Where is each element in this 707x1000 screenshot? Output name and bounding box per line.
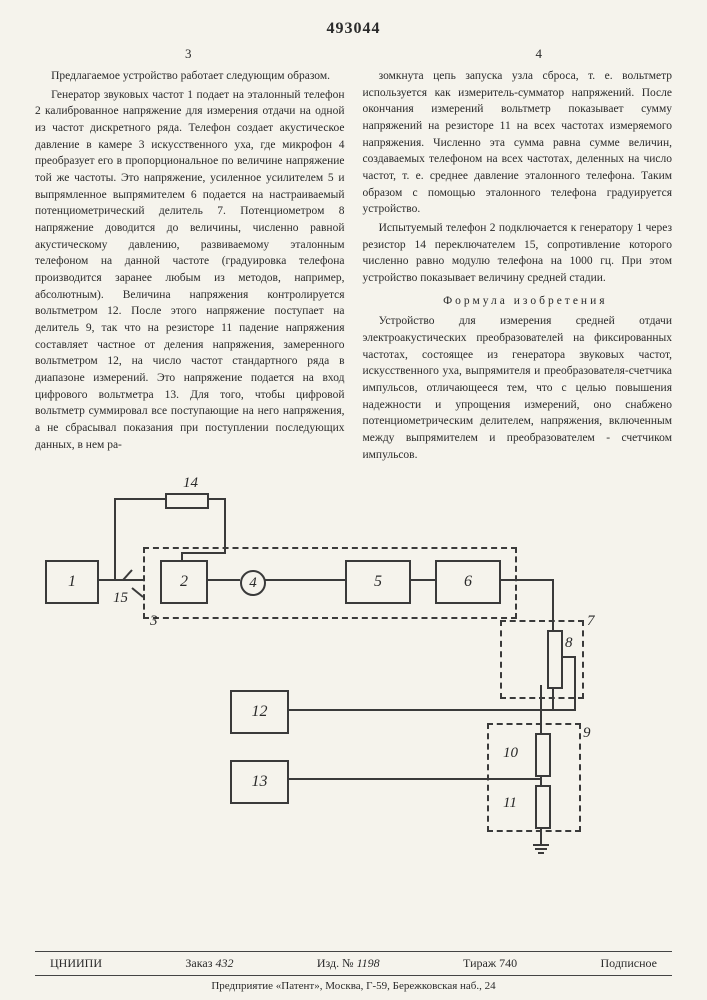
footer-address: Предприятие «Патент», Москва, Г-59, Бере…: [0, 978, 707, 992]
right-para-2: Испытуемый телефон 2 подключается к гене…: [363, 220, 673, 287]
right-col-marker: 4: [536, 46, 543, 62]
footer-org: ЦНИИПИ: [50, 956, 102, 971]
resistor-10: [535, 733, 551, 777]
footer-tirazh: Тираж 740: [463, 956, 517, 971]
footer-izd: Изд. № 1198: [317, 956, 380, 971]
resistor-label-14: 14: [183, 475, 198, 492]
right-para-1: зомкнута цепь запуска узла сброса, т. е.…: [363, 68, 673, 218]
block-13: 13: [230, 760, 289, 804]
right-column: зомкнута цепь запуска узла сброса, т. е.…: [363, 68, 673, 465]
left-para-1: Предлагаемое устройство работает следующ…: [35, 68, 345, 85]
left-column: Предлагаемое устройство работает следующ…: [35, 68, 345, 465]
formula-title: Формула изобретения: [363, 293, 673, 310]
resistor-label-10: 10: [503, 745, 518, 762]
resistor-8: [547, 630, 563, 689]
resistor-14: [165, 493, 209, 509]
patent-number: 493044: [35, 20, 672, 38]
label-9: 9: [583, 725, 591, 742]
left-col-marker: 3: [185, 46, 192, 62]
label-7: 7: [587, 613, 595, 630]
block-6: 6: [435, 560, 501, 604]
circuit-diagram: 124561213148101137915: [35, 475, 672, 875]
resistor-label-8: 8: [565, 635, 573, 652]
label-3: 3: [150, 613, 158, 630]
block-12: 12: [230, 690, 289, 734]
dashed-d9: [487, 723, 581, 832]
footer-zakaz: Заказ 432: [185, 956, 233, 971]
footer-podpisnoe: Подписное: [601, 956, 658, 971]
block-2: 2: [160, 560, 208, 604]
resistor-label-11: 11: [503, 795, 517, 812]
footer: ЦНИИПИ Заказ 432 Изд. № 1198 Тираж 740 П…: [0, 949, 707, 992]
text-columns: Предлагаемое устройство работает следующ…: [35, 68, 672, 465]
dashed-d7: [500, 620, 584, 699]
right-para-3: Устройство для измерения средней отдачи …: [363, 313, 673, 463]
block-5: 5: [345, 560, 411, 604]
label-15: 15: [113, 590, 128, 607]
block-1: 1: [45, 560, 99, 604]
left-para-2: Генератор звуковых частот 1 подает на эт…: [35, 87, 345, 454]
resistor-11: [535, 785, 551, 829]
